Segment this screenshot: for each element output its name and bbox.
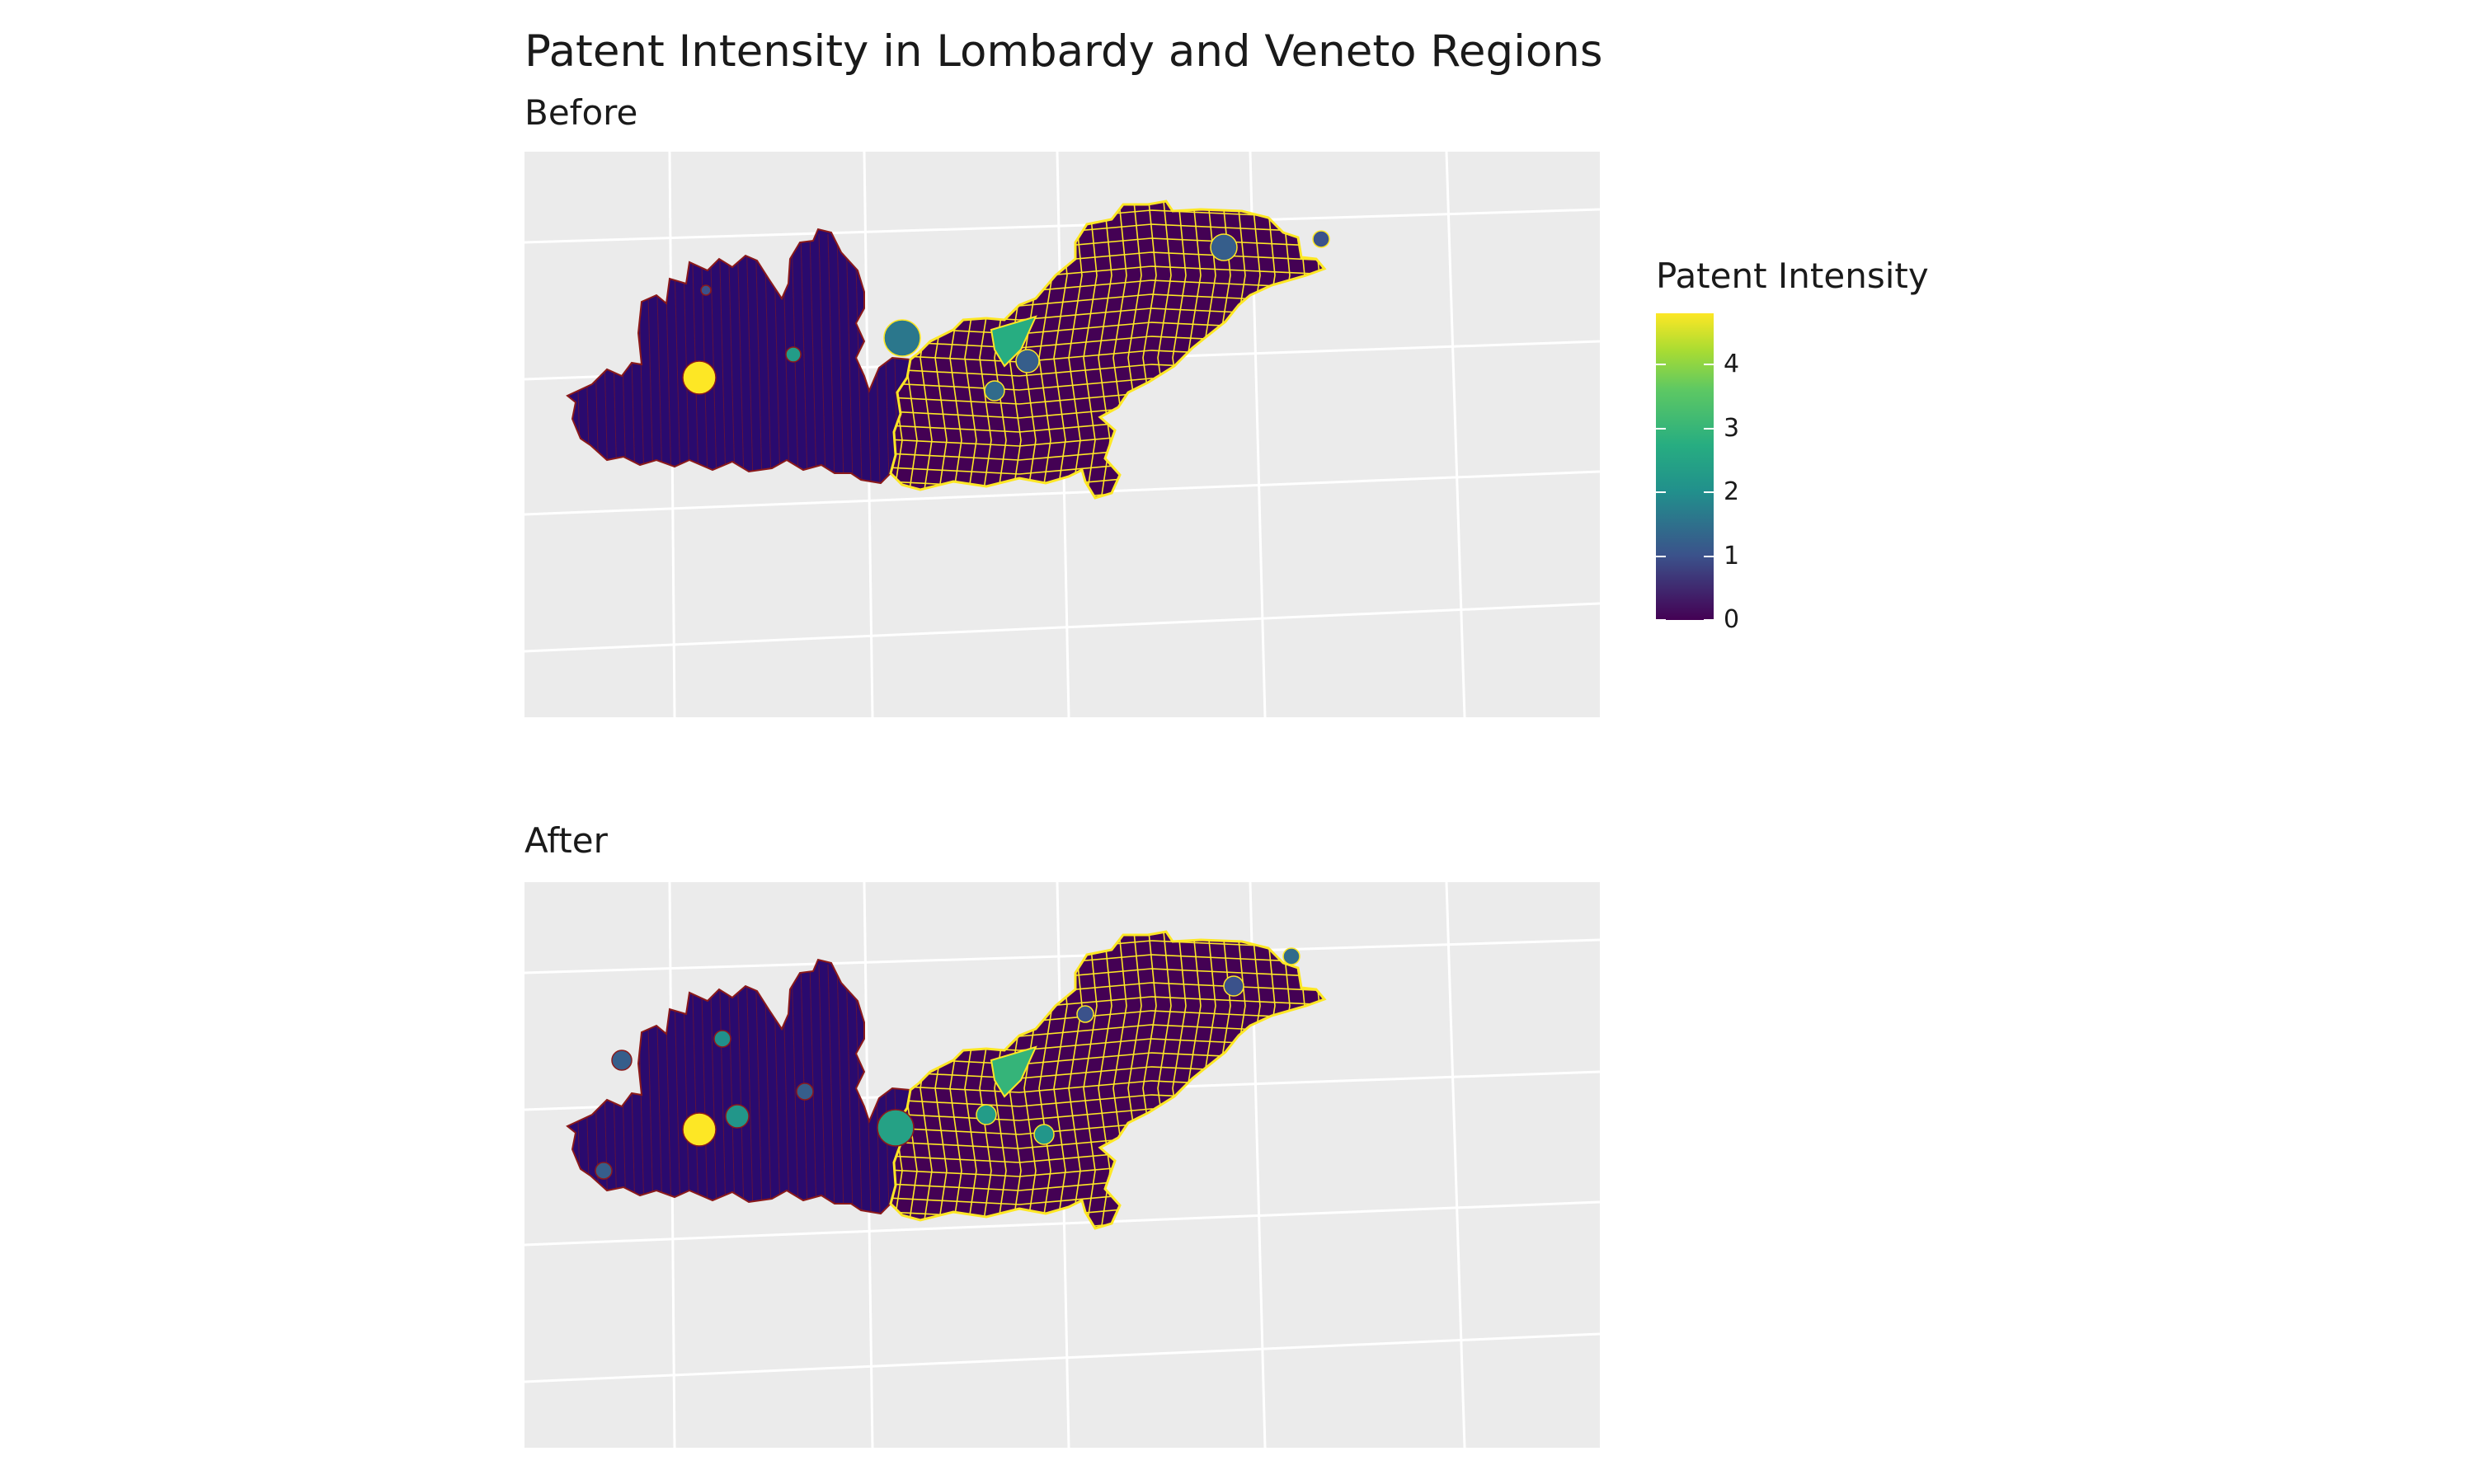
map-panel-after [524,882,1600,1448]
legend-tick-label: 0 [1724,608,1739,632]
legend-tick-label: 2 [1724,480,1739,505]
legend-tick-mark [1656,619,1714,621]
map-before-svg [524,152,1600,717]
panel-subtitle-after: After [524,820,608,861]
highlighted-municipality [612,1050,632,1070]
legend-title: Patent Intensity [1656,256,1929,296]
legend-tick-label: 4 [1724,352,1739,377]
highlighted-municipality [786,347,801,362]
highlighted-municipality [797,1083,813,1100]
panel-subtitle-before: Before [524,92,637,133]
highlighted-municipality [985,381,1004,401]
highlighted-municipality [1077,1006,1094,1022]
map-after-svg [524,882,1600,1448]
highlighted-municipality [1313,231,1329,247]
highlighted-municipality [1224,976,1244,996]
highlighted-municipality [1016,350,1039,373]
highlighted-municipality [1283,948,1300,965]
highlighted-municipality [701,285,711,295]
chart-title: Patent Intensity in Lombardy and Veneto … [524,26,1602,77]
highlighted-municipality [884,320,920,356]
legend-tick-mark [1656,556,1714,557]
map-panel-before [524,152,1600,717]
legend-tick-label: 3 [1724,416,1739,441]
highlighted-municipality [877,1110,914,1146]
highlighted-municipality [595,1162,612,1179]
highlighted-municipality [683,1113,716,1146]
legend-tick-mark [1656,491,1714,493]
legend-colorbar [1656,313,1714,620]
highlighted-municipality [714,1031,731,1047]
highlighted-municipality [1211,234,1237,261]
legend-tick-mark [1656,428,1714,430]
highlighted-municipality [976,1105,996,1125]
legend-tick-mark [1656,364,1714,365]
legend-tick-label: 1 [1724,544,1739,569]
highlighted-municipality [683,361,716,394]
highlighted-municipality [726,1105,749,1128]
highlighted-municipality [1034,1125,1054,1144]
color-legend: Patent Intensity 0 1 2 3 4 [1656,256,1986,635]
